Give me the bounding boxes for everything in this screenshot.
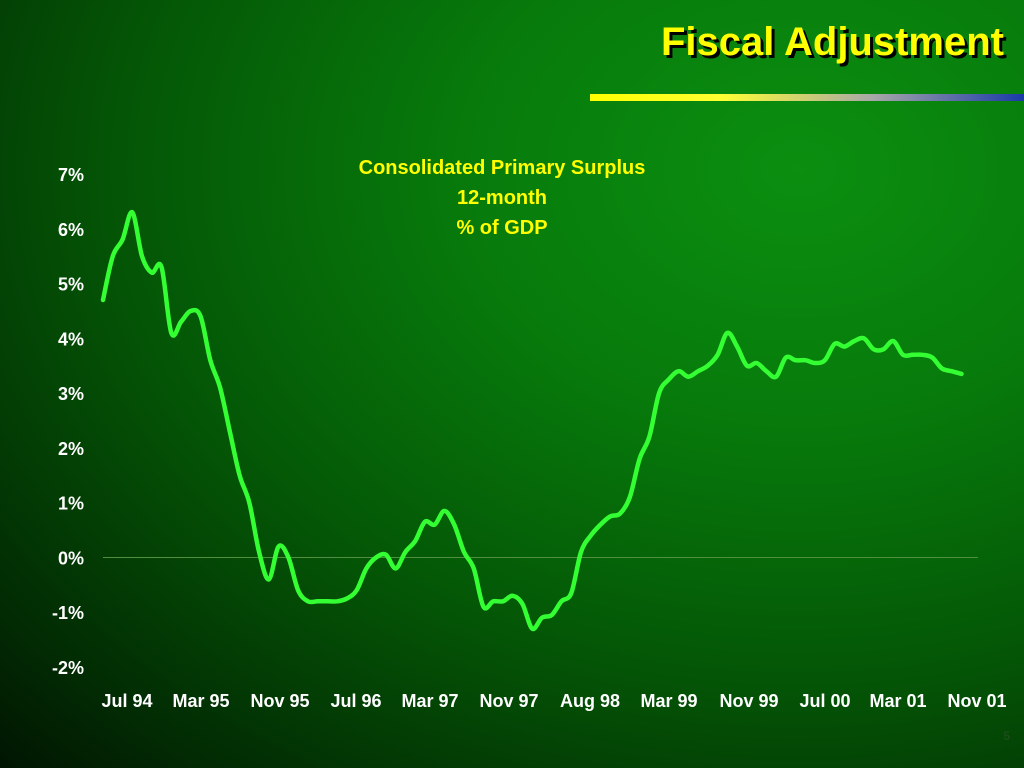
x-tick-label: Mar 01	[869, 691, 926, 711]
page-number: 5	[1003, 729, 1010, 743]
x-tick-label: Nov 01	[947, 691, 1006, 711]
chart-subtitle-line-2: % of GDP	[456, 217, 547, 239]
y-tick-label: 3%	[58, 384, 84, 404]
y-tick-label: 4%	[58, 329, 84, 349]
chart-title-line: Consolidated Primary Surplus	[359, 157, 646, 179]
y-tick-label: 0%	[58, 548, 84, 568]
x-tick-label: Nov 99	[719, 691, 778, 711]
slide-title: Fiscal Adjustment	[660, 20, 1004, 64]
y-tick-label: 2%	[58, 439, 84, 459]
x-tick-label: Mar 99	[640, 691, 697, 711]
chart-subtitle-line-1: 12-month	[457, 187, 547, 209]
x-tick-label: Nov 97	[479, 691, 538, 711]
x-tick-label: Mar 95	[172, 691, 229, 711]
chart-title: Consolidated Primary Surplus 12-month % …	[359, 157, 646, 239]
title-underline-bar	[590, 94, 1024, 101]
y-tick-label: -1%	[52, 603, 84, 623]
x-tick-label: Jul 94	[101, 691, 152, 711]
y-tick-label: 5%	[58, 275, 84, 295]
x-tick-label: Mar 97	[401, 691, 458, 711]
x-tick-label: Aug 98	[560, 691, 620, 711]
y-tick-label: -2%	[52, 658, 84, 678]
y-axis: 7% 6% 5% 4% 3% 2% 1% 0% -1% -2%	[52, 165, 84, 678]
series-line	[100, 210, 964, 632]
x-tick-label: Jul 00	[799, 691, 850, 711]
x-tick-label: Nov 95	[250, 691, 309, 711]
x-tick-label: Jul 96	[330, 691, 381, 711]
y-tick-label: 7%	[58, 165, 84, 185]
x-axis: Jul 94 Mar 95 Nov 95 Jul 96 Mar 97 Nov 97 Aug …	[101, 691, 1006, 711]
y-tick-label: 6%	[58, 220, 84, 240]
y-tick-label: 1%	[58, 494, 84, 514]
